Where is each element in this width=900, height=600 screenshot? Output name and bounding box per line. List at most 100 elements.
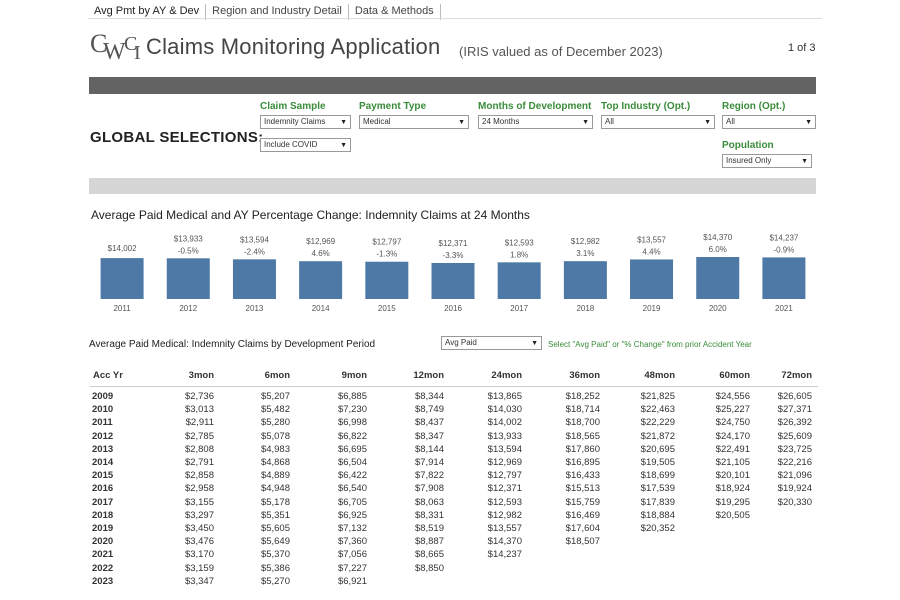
top-industry-label: Top Industry (Opt.)	[601, 101, 691, 112]
value-cell: $7,822	[414, 470, 444, 482]
accident-year-cell: 2009	[92, 391, 114, 403]
bar-value-label: $14,002	[108, 244, 137, 253]
x-tick-label: 2016	[444, 304, 462, 313]
value-cell: $22,229	[640, 417, 675, 429]
value-cell: $21,096	[777, 470, 812, 482]
table-row: 2019 $3,450 $5,605 $7,132 $8,519 $13,557 $17,6…	[90, 522, 818, 535]
table-row: 2022 $3,159 $5,386 $7,227 $8,850	[90, 561, 818, 574]
bar-value-label: $12,371	[439, 239, 468, 248]
value-cell: $7,056	[337, 549, 367, 561]
claim-sample-dropdown[interactable]: Indemnity Claims ▼	[260, 115, 351, 129]
value-cell: $20,505	[715, 509, 750, 521]
value-cell: $3,159	[184, 562, 214, 574]
table-row: 2010 $3,013 $5,482 $7,230 $8,749 $14,030 $18,7…	[90, 403, 818, 416]
region-dropdown[interactable]: All ▼	[722, 115, 816, 129]
value-cell: $7,132	[337, 522, 367, 534]
x-tick-label: 2014	[312, 304, 330, 313]
column-header: Acc Yr	[90, 366, 150, 387]
value-cell: $14,002	[487, 417, 522, 429]
filter-payment-type: Payment Type Medical ▼	[359, 101, 469, 129]
table-row: 2009 $2,736 $5,207 $6,885 $8,344 $13,865 $18,2…	[90, 390, 818, 403]
table-row: 2021 $3,170 $5,370 $7,056 $8,665 $14,237	[90, 548, 818, 561]
value-cell: $5,351	[260, 509, 290, 521]
value-cell: $12,797	[487, 470, 522, 482]
accident-year-cell: 2012	[92, 430, 114, 442]
value-cell: $16,469	[565, 509, 600, 521]
development-table: Acc Yr 3mon 6mon 9mon 12mon 24mon 36mon 48mon 60…	[90, 366, 818, 588]
value-cell: $5,280	[260, 417, 290, 429]
payment-type-label: Payment Type	[359, 101, 427, 112]
value-cell: $24,556	[715, 391, 750, 403]
x-tick-label: 2011	[113, 304, 131, 313]
filter-covid: Include COVID ▼	[260, 138, 351, 152]
x-tick-label: 2017	[510, 304, 528, 313]
top-industry-dropdown[interactable]: All ▼	[601, 115, 715, 129]
tab-region-industry[interactable]: Region and Industry Detail	[206, 4, 349, 20]
value-cell	[681, 561, 756, 574]
value-cell	[606, 561, 681, 574]
value-cell: $6,504	[337, 457, 367, 469]
chart-bar	[431, 263, 475, 299]
value-cell: $3,013	[184, 404, 214, 416]
accident-year-cell: 2023	[92, 575, 114, 587]
bar-value-label: $12,969	[306, 237, 335, 246]
value-cell: $16,895	[565, 457, 600, 469]
value-cell	[681, 522, 756, 535]
covid-dropdown[interactable]: Include COVID ▼	[260, 138, 351, 152]
x-tick-label: 2018	[576, 304, 594, 313]
value-cell: $17,839	[640, 496, 675, 508]
months-dev-dropdown[interactable]: 24 Months ▼	[478, 115, 593, 129]
bar-pct-label: 4.4%	[642, 247, 660, 256]
accident-year-cell: 2022	[92, 562, 114, 574]
value-cell: $8,887	[414, 536, 444, 548]
accident-year-cell: 2021	[92, 549, 114, 561]
value-cell: $3,476	[184, 536, 214, 548]
value-cell: $20,101	[715, 470, 750, 482]
population-label: Population	[722, 140, 774, 151]
value-cell: $3,170	[184, 549, 214, 561]
column-header: 12mon	[373, 366, 450, 387]
table-row: 2023 $3,347 $5,270 $6,921	[90, 575, 818, 588]
value-cell: $20,330	[777, 496, 812, 508]
value-cell: $17,860	[565, 443, 600, 455]
bar-value-label: $12,982	[571, 237, 600, 246]
x-tick-label: 2020	[709, 304, 727, 313]
value-cell: $14,370	[487, 536, 522, 548]
value-cell: $4,889	[260, 470, 290, 482]
table-row: 2016 $2,958 $4,948 $6,540 $7,908 $12,371 $15,5…	[90, 482, 818, 495]
value-cell	[606, 535, 681, 548]
tab-data-methods[interactable]: Data & Methods	[349, 4, 441, 20]
value-cell: $17,604	[565, 522, 600, 534]
app-subtitle: (IRIS valued as of December 2023)	[459, 44, 663, 59]
covid-value: Include COVID	[264, 140, 318, 149]
value-cell: $21,872	[640, 430, 675, 442]
value-cell: $26,392	[777, 417, 812, 429]
filter-months-dev: Months of Development 24 Months ▼	[478, 101, 593, 129]
x-tick-label: 2021	[775, 304, 793, 313]
table-title: Average Paid Medical: Indemnity Claims b…	[89, 339, 376, 350]
value-cell: $6,705	[337, 496, 367, 508]
bar-pct-label: 4.6%	[312, 249, 330, 258]
population-value: Insured Only	[726, 156, 772, 165]
bar-pct-label: -2.4%	[244, 247, 265, 256]
value-cell: $12,371	[487, 483, 522, 495]
metric-dropdown[interactable]: Avg Paid ▼	[441, 336, 542, 350]
value-cell: $5,386	[260, 562, 290, 574]
value-cell	[756, 535, 818, 548]
accident-year-cell: 2011	[92, 417, 113, 429]
column-header: 48mon	[606, 366, 681, 387]
value-cell: $5,649	[260, 536, 290, 548]
bar-value-label: $14,370	[703, 233, 732, 242]
value-cell: $13,594	[487, 443, 522, 455]
value-cell: $18,700	[565, 417, 600, 429]
months-dev-label: Months of Development	[478, 101, 592, 112]
population-dropdown[interactable]: Insured Only ▼	[722, 154, 812, 168]
chart-bar	[100, 258, 144, 299]
bar-pct-label: 6.0%	[709, 245, 727, 254]
chart-bar	[299, 261, 343, 299]
chevron-down-icon: ▼	[704, 119, 711, 126]
tab-avg-pmt[interactable]: Avg Pmt by AY & Dev	[88, 4, 207, 20]
bar-pct-label: 3.1%	[576, 249, 594, 258]
value-cell: $21,825	[640, 391, 675, 403]
payment-type-dropdown[interactable]: Medical ▼	[359, 115, 469, 129]
